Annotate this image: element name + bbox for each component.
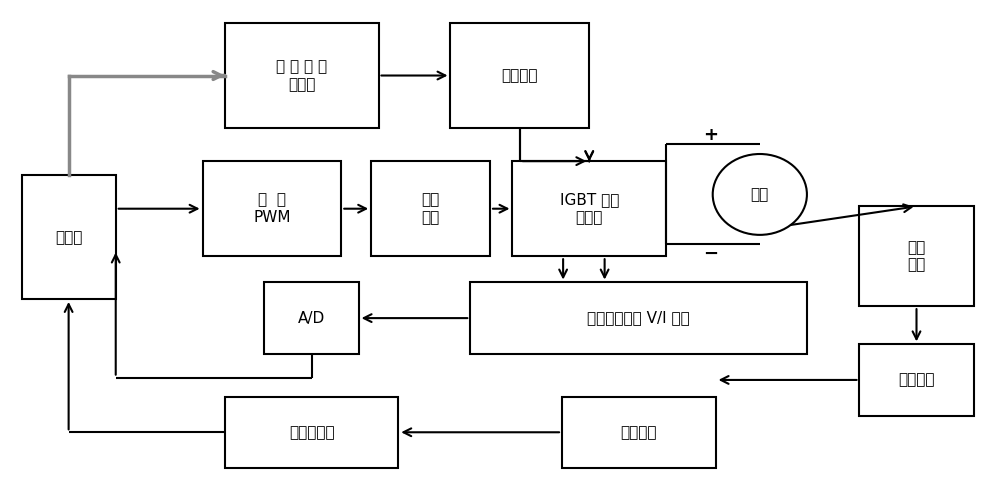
Bar — [371, 161, 490, 256]
Bar — [512, 161, 666, 256]
Text: +: + — [703, 126, 718, 144]
Text: A/D: A/D — [298, 311, 325, 326]
Text: 三 相 程 控
调压器: 三 相 程 控 调压器 — [276, 60, 327, 91]
Text: 栅极
驱动: 栅极 驱动 — [421, 193, 440, 225]
Bar — [225, 23, 379, 128]
Text: 信号调理: 信号调理 — [898, 373, 935, 388]
Bar — [470, 283, 807, 354]
Bar — [450, 23, 589, 128]
Bar — [859, 206, 974, 306]
Text: 高精度测频: 高精度测频 — [289, 425, 334, 440]
Bar — [562, 396, 716, 468]
Bar — [22, 175, 116, 299]
Text: 电流传感器及 V/I 变换: 电流传感器及 V/I 变换 — [587, 311, 690, 326]
Text: −: − — [703, 245, 718, 263]
Bar — [225, 396, 398, 468]
Bar — [859, 344, 974, 416]
Text: 程  控
PWM: 程 控 PWM — [253, 193, 291, 225]
Text: 光栅
码盘: 光栅 码盘 — [907, 240, 926, 272]
Text: 整流滤波: 整流滤波 — [502, 68, 538, 83]
Text: 跟踪滤波: 跟踪滤波 — [621, 425, 657, 440]
Text: IGBT 大功
率电路: IGBT 大功 率电路 — [560, 193, 619, 225]
Text: 工控机: 工控机 — [55, 230, 82, 245]
Text: 电机: 电机 — [751, 187, 769, 202]
Bar — [203, 161, 341, 256]
Ellipse shape — [713, 154, 807, 235]
Bar — [264, 283, 359, 354]
